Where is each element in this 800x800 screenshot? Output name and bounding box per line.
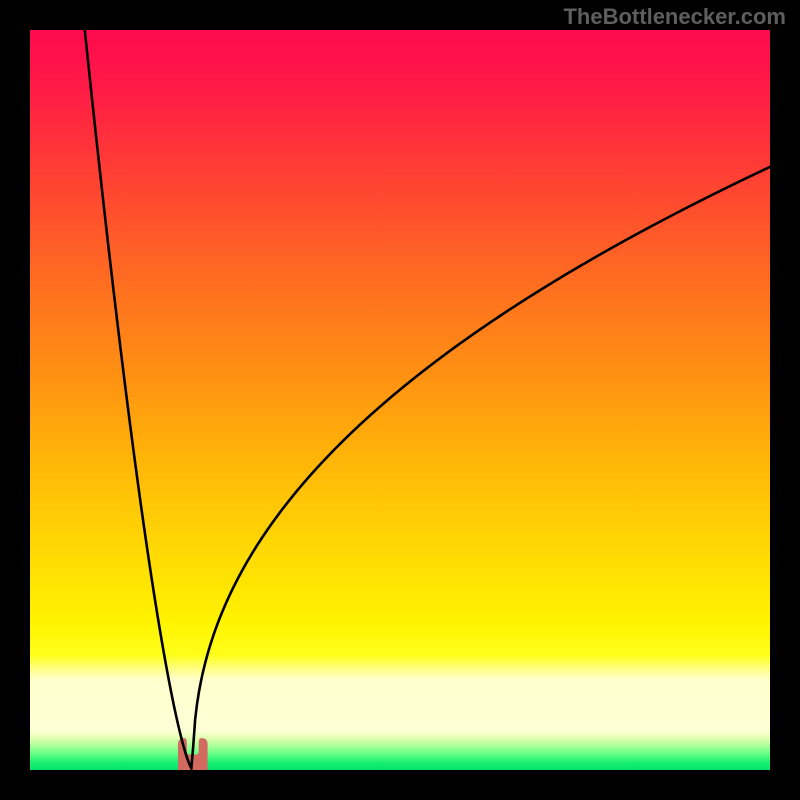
- chart-frame: TheBottlenecker.com: [0, 0, 800, 800]
- watermark-text: TheBottlenecker.com: [563, 4, 786, 30]
- bottleneck-plot: [30, 30, 770, 770]
- gradient-background: [30, 30, 770, 770]
